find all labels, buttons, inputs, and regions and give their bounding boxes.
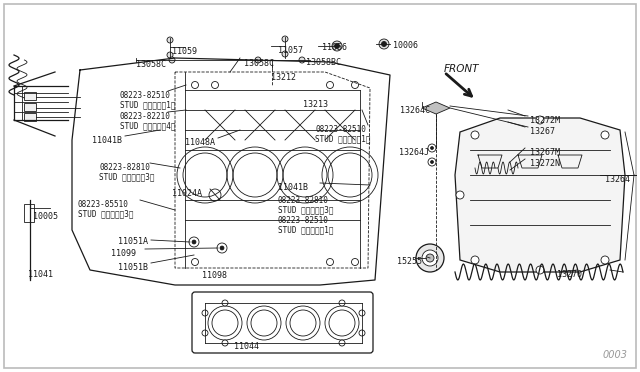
Text: 11057: 11057 xyxy=(278,46,303,55)
Text: 11056: 11056 xyxy=(322,43,347,52)
Text: 13212: 13212 xyxy=(271,73,296,82)
Circle shape xyxy=(351,81,358,89)
Text: STUD スタッド（3）: STUD スタッド（3） xyxy=(78,209,134,218)
Text: 13058C: 13058C xyxy=(244,59,274,68)
Text: 11048A: 11048A xyxy=(185,138,215,147)
Circle shape xyxy=(456,191,464,199)
Circle shape xyxy=(351,259,358,266)
Circle shape xyxy=(332,41,342,51)
Circle shape xyxy=(426,254,434,262)
Text: 13272M: 13272M xyxy=(530,116,560,125)
Circle shape xyxy=(381,42,387,46)
Circle shape xyxy=(282,36,288,42)
Circle shape xyxy=(339,340,345,346)
Circle shape xyxy=(428,158,436,166)
Text: 08223-82810: 08223-82810 xyxy=(278,196,329,205)
Text: FRONT: FRONT xyxy=(444,64,479,74)
Circle shape xyxy=(299,57,305,63)
Circle shape xyxy=(335,44,339,48)
Circle shape xyxy=(191,259,198,266)
Circle shape xyxy=(471,131,479,139)
Circle shape xyxy=(169,57,175,63)
Circle shape xyxy=(536,116,544,124)
Text: 11041: 11041 xyxy=(28,270,53,279)
Text: 13264J: 13264J xyxy=(399,148,429,157)
Circle shape xyxy=(222,340,228,346)
Circle shape xyxy=(431,160,433,164)
Circle shape xyxy=(601,256,609,264)
Text: 08223-82210: 08223-82210 xyxy=(120,112,171,121)
Text: 13267: 13267 xyxy=(530,127,555,136)
Circle shape xyxy=(428,144,436,152)
Text: 13058C: 13058C xyxy=(136,60,166,69)
Circle shape xyxy=(326,259,333,266)
Circle shape xyxy=(601,131,609,139)
Text: STUD スタッド（1）: STUD スタッド（1） xyxy=(120,100,175,109)
Text: 11098: 11098 xyxy=(202,271,227,280)
Circle shape xyxy=(211,81,218,89)
Text: STUD スタッド（4）: STUD スタッド（4） xyxy=(120,121,175,130)
Circle shape xyxy=(379,39,389,49)
Bar xyxy=(24,103,36,111)
Circle shape xyxy=(220,246,224,250)
Text: 0003: 0003 xyxy=(603,350,628,360)
Text: 08223-82510: 08223-82510 xyxy=(120,91,171,100)
Text: STUD スタッド（1）: STUD スタッド（1） xyxy=(278,225,333,234)
Circle shape xyxy=(255,57,261,63)
Circle shape xyxy=(167,37,173,43)
Text: STUD スタッド（1）: STUD スタッド（1） xyxy=(315,134,371,143)
Text: STUD スタッド（3）: STUD スタッド（3） xyxy=(99,172,154,181)
Text: 08223-82810: 08223-82810 xyxy=(99,163,150,172)
Text: 15255: 15255 xyxy=(397,257,422,266)
Circle shape xyxy=(431,147,433,150)
Circle shape xyxy=(536,266,544,274)
Text: 13264C: 13264C xyxy=(400,106,430,115)
Polygon shape xyxy=(422,102,450,114)
Text: 11024A: 11024A xyxy=(172,189,202,198)
Text: 13270: 13270 xyxy=(557,270,582,279)
Circle shape xyxy=(191,81,198,89)
Text: 13267M: 13267M xyxy=(530,148,560,157)
Text: 10006: 10006 xyxy=(393,41,418,50)
Text: 13272N: 13272N xyxy=(530,159,560,168)
Text: 10005: 10005 xyxy=(33,212,58,221)
Text: 13213: 13213 xyxy=(303,100,328,109)
Circle shape xyxy=(326,81,333,89)
Polygon shape xyxy=(455,118,625,272)
Circle shape xyxy=(359,310,365,316)
Circle shape xyxy=(282,51,288,57)
Bar xyxy=(24,92,36,100)
Text: 08223-82510: 08223-82510 xyxy=(315,125,366,134)
Text: 11041B: 11041B xyxy=(278,183,308,192)
Bar xyxy=(24,204,34,222)
Bar xyxy=(24,113,36,121)
FancyBboxPatch shape xyxy=(192,292,373,353)
Circle shape xyxy=(422,250,438,266)
Circle shape xyxy=(202,330,208,336)
Circle shape xyxy=(339,300,345,306)
Text: 11099: 11099 xyxy=(111,249,136,258)
Text: 11051B: 11051B xyxy=(118,263,148,272)
Circle shape xyxy=(217,243,227,253)
Circle shape xyxy=(416,244,444,272)
Text: STUD スタッド（3）: STUD スタッド（3） xyxy=(278,205,333,214)
Text: 13058BC: 13058BC xyxy=(306,58,341,67)
Circle shape xyxy=(359,330,365,336)
Text: 08223-85510: 08223-85510 xyxy=(78,200,129,209)
Text: 11044: 11044 xyxy=(234,342,259,351)
Circle shape xyxy=(471,256,479,264)
Circle shape xyxy=(192,240,196,244)
Text: 11051A: 11051A xyxy=(118,237,148,246)
Text: 13264: 13264 xyxy=(605,175,630,184)
Circle shape xyxy=(202,310,208,316)
Circle shape xyxy=(222,300,228,306)
Text: 08223-82510: 08223-82510 xyxy=(278,216,329,225)
Circle shape xyxy=(167,52,173,58)
Circle shape xyxy=(189,237,199,247)
Text: 11059: 11059 xyxy=(172,47,197,56)
Text: 11041B: 11041B xyxy=(92,136,122,145)
